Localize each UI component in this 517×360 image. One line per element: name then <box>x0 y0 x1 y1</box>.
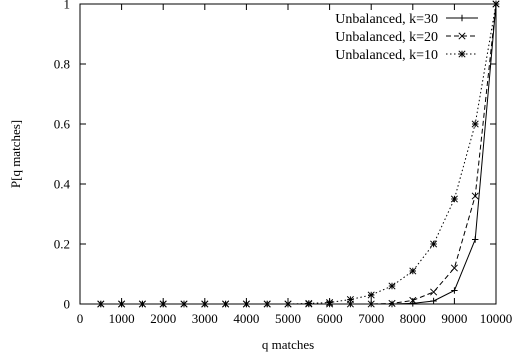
data-point <box>409 296 417 304</box>
axis-ticks: 0 1000 2000 3000 4000 5000 6000 7000 8000 9000 100… <box>54 0 513 326</box>
x-tick-label: 0 <box>77 311 84 326</box>
data-point <box>367 300 375 308</box>
x-tick-label: 1000 <box>109 311 135 326</box>
series-3 <box>97 0 500 308</box>
data-point <box>450 195 458 203</box>
series-line <box>100 3 497 305</box>
series-2 <box>97 0 500 308</box>
data-point <box>222 300 230 308</box>
legend-marker <box>458 50 466 58</box>
legend-label: Unbalanced, k=20 <box>335 30 438 45</box>
x-tick-label: 6000 <box>317 311 343 326</box>
y-tick-label: 0.4 <box>54 177 71 192</box>
data-point <box>471 120 479 128</box>
data-point <box>409 300 416 307</box>
x-axis-label: q matches <box>262 337 314 352</box>
y-tick-label: 0.6 <box>54 117 71 132</box>
data-point <box>263 300 271 308</box>
data-point <box>367 291 375 299</box>
legend-entry: Unbalanced, k=30 <box>335 12 478 27</box>
data-point <box>284 300 292 308</box>
data-point <box>492 0 500 8</box>
data-point <box>388 282 396 290</box>
series-group <box>97 0 500 308</box>
data-point <box>472 236 479 243</box>
legend-entry: Unbalanced, k=10 <box>335 48 478 63</box>
data-point <box>430 240 438 248</box>
x-tick-label: 4000 <box>233 311 259 326</box>
x-tick-label: 5000 <box>275 311 301 326</box>
y-tick-label: 0.8 <box>54 57 70 72</box>
data-point <box>430 297 437 305</box>
x-tick-label: 8000 <box>400 311 426 326</box>
legend-label: Unbalanced, k=10 <box>335 48 438 63</box>
legend: Unbalanced, k=30 Unbalanced, k=20 Unbalanc… <box>335 12 478 63</box>
series-1 <box>97 0 500 308</box>
x-tick-label: 9000 <box>441 311 467 326</box>
x-tick-label: 10000 <box>480 311 513 326</box>
data-point <box>471 192 479 200</box>
data-point <box>305 299 313 307</box>
legend-label: Unbalanced, k=30 <box>335 12 438 27</box>
data-point <box>180 300 188 308</box>
data-point <box>346 295 354 304</box>
data-point <box>159 300 167 308</box>
data-point <box>430 288 438 296</box>
data-point <box>201 300 209 308</box>
data-point <box>138 300 146 308</box>
data-point <box>118 300 126 308</box>
x-tick-label: 3000 <box>192 311 218 326</box>
data-point <box>97 300 105 308</box>
y-axis-label: P[q matches] <box>8 120 23 188</box>
y-tick-label: 0 <box>64 297 71 312</box>
legend-marker <box>458 14 466 22</box>
data-point <box>242 300 250 308</box>
x-tick-label: 7000 <box>358 311 384 326</box>
legend-marker <box>458 32 466 40</box>
data-point <box>450 264 458 272</box>
y-tick-label: 1 <box>64 0 71 12</box>
data-point <box>451 287 458 294</box>
data-point <box>409 267 417 275</box>
legend-entry: Unbalanced, k=20 <box>335 30 478 45</box>
y-tick-label: 0.2 <box>54 237 70 252</box>
x-tick-label: 2000 <box>150 311 176 326</box>
data-point <box>388 299 396 307</box>
data-point <box>326 298 334 307</box>
